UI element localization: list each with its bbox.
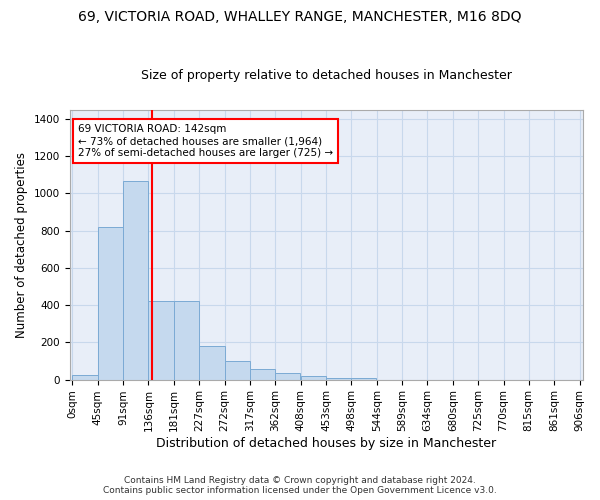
Text: 69 VICTORIA ROAD: 142sqm
← 73% of detached houses are smaller (1,964)
27% of sem: 69 VICTORIA ROAD: 142sqm ← 73% of detach…	[78, 124, 333, 158]
Bar	[98, 227, 123, 380]
Bar	[351, 378, 376, 380]
Bar	[148, 302, 173, 380]
Bar	[301, 376, 326, 380]
Bar	[224, 361, 250, 380]
Bar	[275, 373, 300, 380]
Title: Size of property relative to detached houses in Manchester: Size of property relative to detached ho…	[141, 69, 512, 82]
Bar	[326, 378, 351, 380]
X-axis label: Distribution of detached houses by size in Manchester: Distribution of detached houses by size …	[156, 437, 496, 450]
Bar	[199, 346, 224, 380]
Text: Contains HM Land Registry data © Crown copyright and database right 2024.
Contai: Contains HM Land Registry data © Crown c…	[103, 476, 497, 495]
Bar	[123, 182, 148, 380]
Y-axis label: Number of detached properties: Number of detached properties	[15, 152, 28, 338]
Bar	[250, 370, 275, 380]
Bar	[173, 302, 199, 380]
Text: 69, VICTORIA ROAD, WHALLEY RANGE, MANCHESTER, M16 8DQ: 69, VICTORIA ROAD, WHALLEY RANGE, MANCHE…	[78, 10, 522, 24]
Bar	[73, 375, 98, 380]
